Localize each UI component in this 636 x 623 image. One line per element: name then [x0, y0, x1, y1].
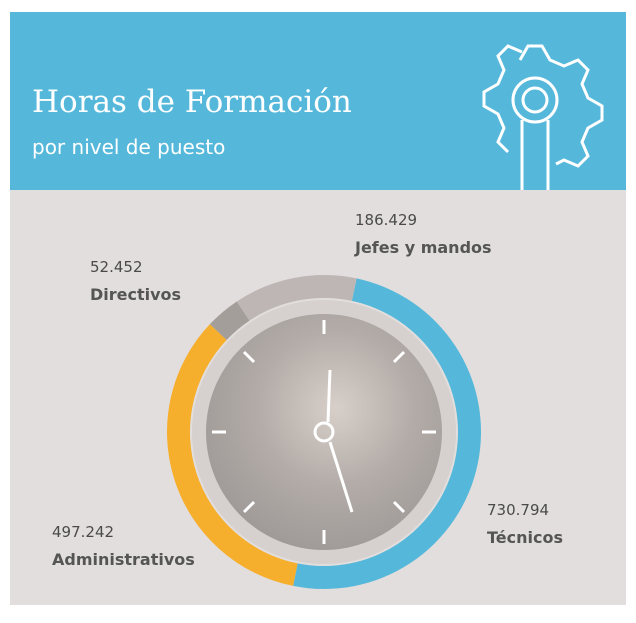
clock-ticks [212, 320, 436, 544]
category-label: Directivos [90, 285, 181, 304]
category-label: Administrativos [52, 550, 195, 569]
value-label: 497.242 [52, 523, 114, 541]
category-label: Jefes y mandos [354, 238, 492, 257]
gear-icon [482, 44, 604, 190]
value-label: 186.429 [355, 211, 417, 229]
clock-hands [313, 369, 354, 513]
donut-segment [209, 301, 250, 340]
clock-face [206, 314, 442, 550]
value-label: 52.452 [90, 258, 143, 276]
donut-segment [167, 324, 298, 586]
title: Horas de Formación [32, 84, 352, 120]
value-label: 730.794 [487, 501, 549, 519]
subtitle: por nivel de puesto [32, 135, 225, 159]
donut-segment [293, 278, 482, 590]
category-label: Técnicos [487, 528, 563, 547]
donut-segment [236, 275, 357, 321]
